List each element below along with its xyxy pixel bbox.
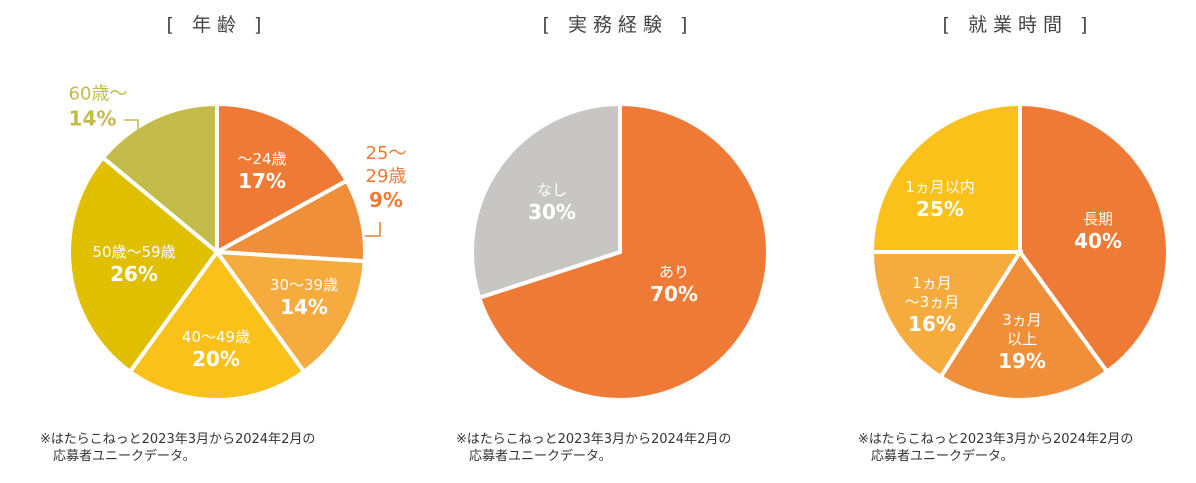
- slice-percent: 25%: [916, 196, 964, 221]
- footnote-line: 応募者ユニークデータ。: [871, 449, 1014, 464]
- slice-label: 〜24歳 17%: [237, 150, 286, 194]
- chart-title: [ 年齢 ]: [166, 14, 268, 36]
- slice-name: 長期: [1082, 210, 1113, 229]
- slice-percent: 9%: [369, 188, 403, 212]
- slice-name: 1ヵ月以内: [905, 178, 975, 197]
- leader-line: [365, 222, 381, 237]
- chart-title: [ 就業時間 ]: [942, 14, 1094, 36]
- footnote-line: 応募者ユニークデータ。: [469, 449, 612, 464]
- slice-name: 25〜29歳: [365, 143, 407, 187]
- slice-percent: 16%: [908, 311, 956, 336]
- slice-name: なし: [536, 181, 567, 200]
- footnote: ※はたらこねっと2023年3月から2024年2月の応募者ユニークデータ。: [40, 431, 315, 465]
- slice-label: あり 70%: [650, 263, 698, 307]
- slice-label: 50歳〜59歳 26%: [92, 243, 175, 287]
- pie-slice: [869, 250, 1024, 380]
- slice-label: 3ヵ月 以上 19%: [998, 311, 1046, 374]
- slice-label: 60歳〜 14%: [69, 83, 128, 131]
- footnote-line: 応募者ユニークデータ。: [53, 449, 196, 464]
- footnote-line: ※はたらこねっと2023年3月から2024年2月の: [456, 432, 732, 447]
- slice-name: 〜24歳: [237, 150, 287, 169]
- footnote-line: ※はたらこねっと2023年3月から2024年2月の: [40, 432, 316, 447]
- slice-name: 60歳〜: [68, 83, 128, 105]
- footnote: ※はたらこねっと2023年3月から2024年2月の応募者ユニークデータ。: [456, 431, 731, 465]
- slice-percent: 17%: [238, 168, 286, 193]
- slice-percent: 19%: [998, 348, 1046, 373]
- pie-slice: [1018, 101, 1170, 375]
- pie-slice: [869, 101, 1022, 254]
- slice-label: 長期 40%: [1074, 210, 1122, 254]
- slice-percent: 14%: [68, 105, 117, 130]
- slice-name: あり: [658, 263, 689, 282]
- slice-name: 30〜39歳: [269, 276, 339, 295]
- pie-slice: [215, 101, 350, 256]
- pie-slice: [127, 248, 307, 402]
- pie-slice: [937, 248, 1110, 402]
- slice-percent: 26%: [110, 261, 158, 286]
- slice-name: 50歳〜59歳: [92, 243, 176, 262]
- chart-title: [ 実務経験 ]: [542, 14, 694, 36]
- slice-label: 25〜29歳 9%: [364, 143, 408, 213]
- slice-percent: 20%: [192, 346, 240, 371]
- slice-name: 1ヵ月 〜3ヵ月: [904, 273, 960, 311]
- pie-2: [869, 101, 1170, 402]
- slice-label: なし 30%: [528, 181, 576, 225]
- pie-slice: [212, 249, 367, 375]
- footnote-line: ※はたらこねっと2023年3月から2024年2月の: [858, 432, 1134, 447]
- pie-1: [470, 101, 770, 402]
- pie-slice: [476, 101, 770, 402]
- slice-name: 3ヵ月 以上: [1002, 310, 1042, 348]
- slice-percent: 14%: [280, 294, 328, 319]
- slice-label: 40〜49歳 20%: [182, 328, 250, 372]
- slice-percent: 40%: [1074, 228, 1122, 253]
- slice-label: 1ヵ月 〜3ヵ月 16%: [905, 274, 960, 337]
- pie-slice: [67, 154, 220, 375]
- slice-percent: 70%: [650, 281, 698, 306]
- slice-label: 30〜39歳 14%: [270, 276, 338, 320]
- footnote: ※はたらこねっと2023年3月から2024年2月の応募者ユニークデータ。: [858, 431, 1133, 465]
- pie-0: [67, 101, 367, 402]
- slice-percent: 30%: [528, 199, 576, 224]
- pie-slice: [470, 101, 622, 301]
- slice-name: 40〜49歳: [181, 328, 251, 347]
- pie-slice: [100, 101, 219, 257]
- slice-label: 1ヵ月以内 25%: [905, 178, 975, 222]
- leader-line: [124, 119, 139, 132]
